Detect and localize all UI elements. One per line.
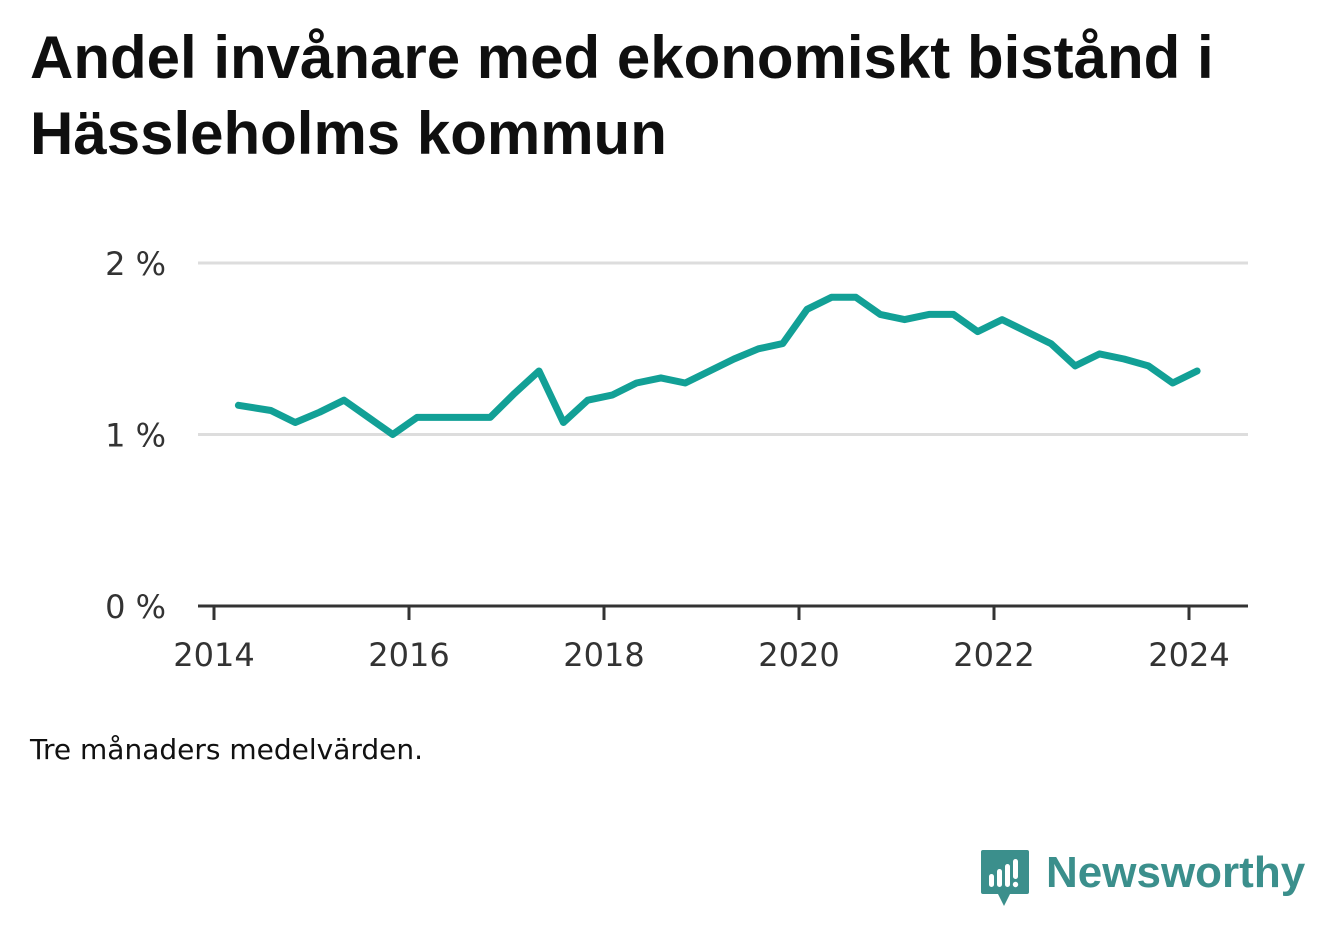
x-tick-label: 2018 <box>563 636 644 674</box>
x-tick-label: 2016 <box>368 636 449 674</box>
series-line <box>234 293 1201 438</box>
y-axis-labels: 0 % 1 % 2 % <box>105 245 166 626</box>
gridlines <box>198 261 1248 436</box>
brand-name: Newsworthy <box>1046 848 1306 897</box>
x-axis-labels: 2014 2016 2018 2020 2022 2024 <box>173 636 1229 674</box>
series-layer <box>234 293 1201 438</box>
newsworthy-logo: Newsworthy <box>980 848 1305 910</box>
x-tick-label: 2022 <box>953 636 1034 674</box>
line-chart: 0 % 1 % 2 % 2014 2016 2018 2020 2022 2024 <box>105 245 1248 674</box>
chart-note: Tre månaders medelvärden. <box>30 733 424 766</box>
y-tick-label: 1 % <box>105 417 166 455</box>
y-tick-label: 0 % <box>105 588 166 626</box>
x-axis <box>198 604 1248 620</box>
chart-title: Andel invånare med ekonomiskt bistånd i … <box>30 24 1214 167</box>
newsworthy-logo-icon <box>981 850 1029 906</box>
y-tick-label: 2 % <box>105 245 166 283</box>
x-tick-label: 2020 <box>758 636 839 674</box>
x-tick-label: 2014 <box>173 636 254 674</box>
x-tick-label: 2024 <box>1148 636 1229 674</box>
